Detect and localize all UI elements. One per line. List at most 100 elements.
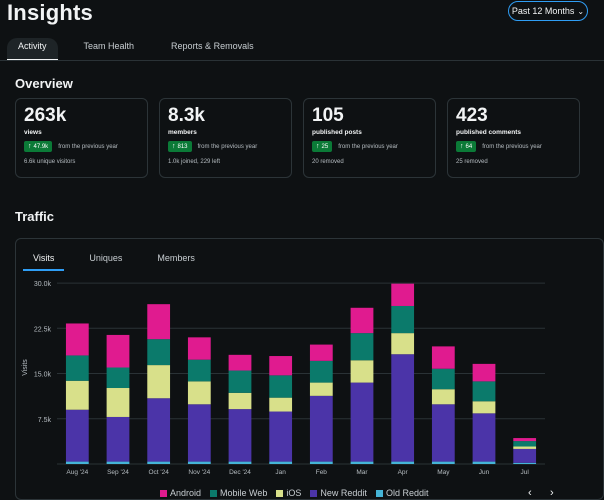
comments-change-value: 64	[465, 143, 473, 150]
bar-segment-old-reddit	[106, 461, 130, 464]
legend-label-old-reddit: Old Reddit	[385, 488, 429, 498]
chart-next-button[interactable]: ›	[550, 487, 554, 499]
bar-segment-new-reddit	[147, 398, 171, 462]
members-change-text: from the previous year	[197, 143, 258, 150]
legend-item-new-reddit[interactable]: New Reddit	[310, 488, 367, 498]
posts-change-badge: ↑ 25	[312, 141, 333, 152]
legend-item-old-reddit[interactable]: Old Reddit	[375, 488, 429, 498]
chart-legend: Android Mobile Web iOS New Reddit Old Re…	[160, 488, 428, 498]
comments-card: 423 published comments ↑ 64 from the prev…	[447, 98, 580, 178]
bar-segment-old-reddit	[513, 462, 537, 464]
x-tick-label: Nov '24	[188, 469, 210, 476]
bar-segment-new-reddit	[472, 413, 496, 462]
members-card: 8.3k members ↑ 813 from the previous year…	[159, 98, 292, 178]
bar-segment-new-reddit	[513, 448, 537, 463]
bar-segment-old-reddit	[228, 461, 252, 464]
comments-change-text: from the previous year	[482, 143, 542, 150]
posts-change-value: 25	[321, 143, 329, 150]
bar-segment-new-reddit	[350, 382, 374, 462]
tab-visits[interactable]: Visits	[23, 253, 65, 271]
legend-swatch-new-reddit	[310, 489, 318, 497]
bar-segment-old-reddit	[269, 461, 293, 464]
arrow-up-icon: ↑	[460, 143, 464, 150]
bar-segment-old-reddit	[350, 461, 374, 464]
views-change-text: from the previous year	[58, 143, 118, 150]
bar-segment-ios	[350, 360, 374, 383]
bar-segment-old-reddit	[472, 461, 496, 464]
members-label: members	[168, 129, 197, 136]
bar-segment-android	[513, 438, 537, 442]
bar-segment-android	[431, 346, 455, 369]
comments-label: published comments	[456, 129, 522, 136]
bar-segment-old-reddit	[187, 461, 211, 464]
posts-value: 105	[312, 105, 344, 126]
x-tick-label: Apr	[398, 469, 409, 476]
bar-segment-android	[391, 283, 415, 306]
views-change-value: 47.9k	[33, 143, 49, 150]
legend-label-new-reddit: New Reddit	[320, 488, 367, 498]
x-tick-label: Oct '24	[148, 469, 169, 476]
bar-segment-mobile-web	[350, 333, 374, 361]
bar-segment-ios	[269, 397, 293, 412]
bar-segment-mobile-web	[187, 359, 211, 382]
legend-item-android[interactable]: Android	[160, 488, 201, 498]
tab-reports-removals[interactable]: Reports & Removals	[171, 41, 254, 51]
x-tick-label: Sep '24	[107, 469, 129, 476]
bar-segment-old-reddit	[391, 461, 415, 464]
views-change-badge: ↑ 47.9k	[24, 141, 53, 152]
arrow-up-icon: ↑	[172, 143, 176, 150]
bar-segment-ios	[106, 388, 130, 417]
y-axis-label: Visits	[22, 359, 29, 376]
bar-segment-mobile-web	[472, 381, 496, 402]
tab-team-health[interactable]: Team Health	[83, 41, 135, 51]
time-range-dropdown[interactable]: Past 12 Months ⌄	[508, 1, 588, 21]
x-tick-label: Feb	[316, 469, 328, 476]
bar-segment-ios	[65, 380, 89, 410]
bar-segment-mobile-web	[147, 339, 171, 366]
legend-item-ios[interactable]: iOS	[276, 488, 301, 498]
arrow-up-icon: ↑	[28, 143, 32, 150]
chart-prev-button[interactable]: ‹	[528, 487, 532, 499]
overview-heading: Overview	[15, 76, 73, 91]
legend-swatch-ios	[276, 489, 284, 497]
bar-segment-new-reddit	[65, 409, 89, 462]
members-change-badge: ↑ 813	[168, 141, 192, 152]
views-sub: 6.6k unique visitors	[24, 159, 76, 165]
bar-segment-old-reddit	[147, 461, 171, 464]
bar-segment-ios	[472, 401, 496, 414]
x-tick-label: Jul	[521, 469, 530, 476]
tab-uniques[interactable]: Uniques	[89, 253, 123, 263]
tab-members[interactable]: Members	[157, 253, 195, 263]
y-tick-label: 30.0k	[34, 281, 52, 288]
posts-sub: 20 removed	[312, 159, 344, 165]
comments-sub: 25 removed	[456, 159, 488, 165]
bar-segment-new-reddit	[228, 409, 252, 462]
legend-swatch-android	[160, 489, 167, 497]
bar-segment-android	[187, 337, 211, 360]
bar-segment-ios	[228, 392, 252, 410]
legend-swatch-old-reddit	[375, 489, 383, 497]
members-sub: 1.0k joined, 229 left	[168, 159, 221, 165]
bar-segment-mobile-web	[391, 305, 415, 334]
bar-segment-android	[472, 363, 496, 382]
comments-change-badge: ↑ 64	[456, 141, 477, 152]
bar-segment-ios	[391, 333, 415, 355]
bar-segment-android	[269, 356, 293, 376]
bar-segment-old-reddit	[431, 461, 455, 464]
bar-segment-android	[350, 307, 374, 334]
views-card: 263k views ↑ 47.9k from the previous year…	[15, 98, 148, 178]
bar-segment-mobile-web	[106, 367, 130, 389]
x-tick-label: Jan	[275, 469, 286, 476]
legend-item-mobile-web[interactable]: Mobile Web	[210, 488, 267, 498]
views-value: 263k	[24, 105, 67, 126]
bar-segment-mobile-web	[269, 375, 293, 398]
bar-segment-new-reddit	[391, 354, 415, 462]
bar-segment-android	[106, 334, 130, 368]
posts-label: published posts	[312, 129, 362, 136]
bar-segment-android	[147, 304, 171, 340]
bar-segment-new-reddit	[269, 411, 293, 462]
bar-segment-ios	[187, 381, 211, 405]
x-tick-label: May	[437, 469, 450, 476]
bar-segment-mobile-web	[228, 370, 252, 393]
